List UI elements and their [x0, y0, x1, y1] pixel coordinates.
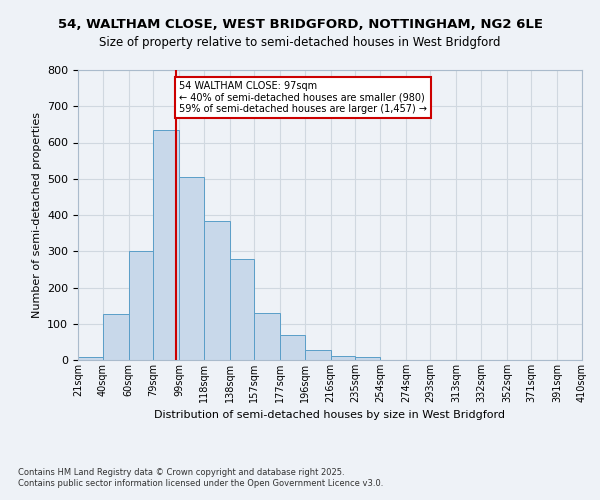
Bar [230, 258, 254, 360]
Text: 54, WALTHAM CLOSE, WEST BRIDGFORD, NOTTINGHAM, NG2 6LE: 54, WALTHAM CLOSE, WEST BRIDGFORD, NOTTI… [58, 18, 542, 30]
Bar [179, 177, 203, 360]
Text: Size of property relative to semi-detached houses in West Bridgford: Size of property relative to semi-detach… [99, 36, 501, 49]
Text: 54 WALTHAM CLOSE: 97sqm
← 40% of semi-detached houses are smaller (980)
59% of s: 54 WALTHAM CLOSE: 97sqm ← 40% of semi-de… [179, 81, 427, 114]
Text: Contains HM Land Registry data © Crown copyright and database right 2025.
Contai: Contains HM Land Registry data © Crown c… [18, 468, 383, 487]
Bar [203, 221, 230, 360]
Bar [331, 356, 355, 360]
Bar [355, 358, 380, 360]
Bar [280, 334, 305, 360]
X-axis label: Distribution of semi-detached houses by size in West Bridgford: Distribution of semi-detached houses by … [155, 410, 505, 420]
Bar [78, 357, 103, 360]
Bar [103, 314, 128, 360]
Bar [254, 313, 280, 360]
Bar [305, 350, 331, 360]
Bar [153, 130, 179, 360]
Bar [128, 250, 153, 360]
Y-axis label: Number of semi-detached properties: Number of semi-detached properties [32, 112, 41, 318]
